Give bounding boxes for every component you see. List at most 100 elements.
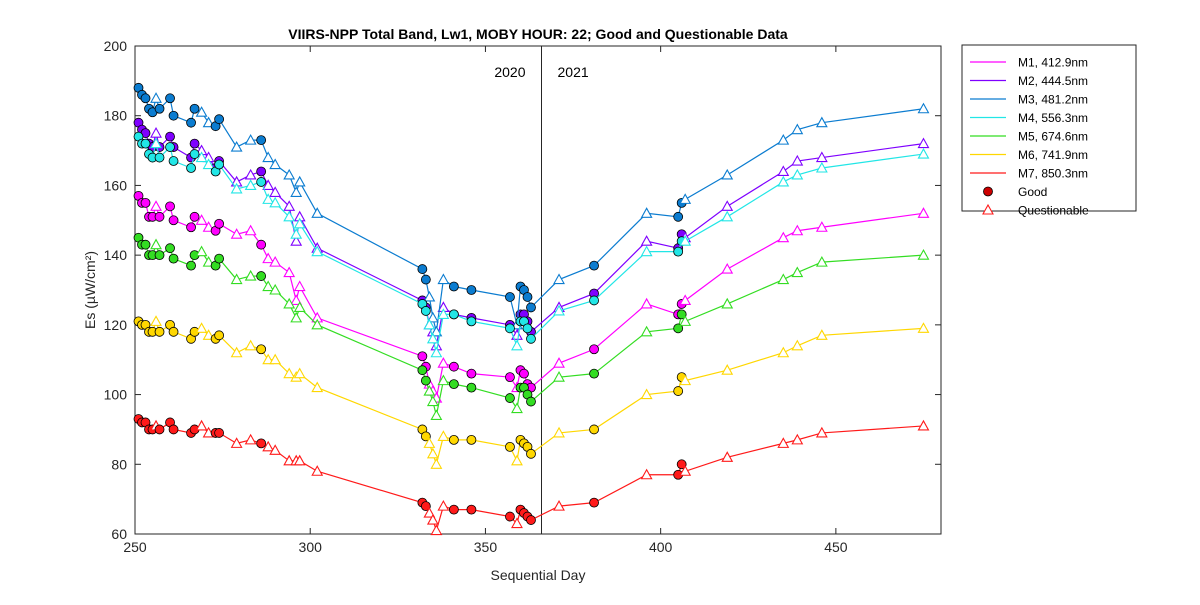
questionable-point [777,346,790,358]
questionable-point [553,304,565,316]
good-point [168,253,179,264]
good-point [589,260,599,271]
good-point [448,504,459,515]
questionable-point [290,186,303,197]
good-point [526,333,536,344]
questionable-point [262,280,275,292]
questionable-point [283,367,296,379]
good-point [420,431,431,442]
questionable-point [815,426,828,438]
questionable-point [293,301,306,312]
good-point [526,515,536,525]
questionable-point [195,214,208,225]
questionable-point [679,235,692,246]
legend-label: M2, 444.5nm [1018,74,1088,88]
questionable-point [721,262,734,274]
good-point [673,246,684,257]
good-point [505,441,515,452]
questionable-point [426,513,439,525]
questionable-point [791,123,804,135]
y-tick-label: 80 [111,456,127,472]
questionable-point [815,116,828,128]
questionable-point [423,506,436,518]
legend-label: M1, 412.9nm [1018,56,1088,70]
questionable-point [430,325,443,337]
questionable-point [640,468,653,480]
good-point [186,117,196,128]
questionable-point [777,175,790,187]
good-point [526,302,536,313]
questionable-point [269,255,282,267]
series-3 [133,82,930,337]
series-4 [133,131,930,358]
questionable-point [423,384,436,396]
good-point [165,201,175,212]
good-point [505,372,515,383]
x-tick-label: 250 [123,539,147,555]
good-point [417,351,428,362]
questionable-point [815,221,828,232]
questionable-point [553,426,565,438]
good-point [140,197,151,208]
questionable-point [150,238,162,250]
questionable-point [283,297,296,309]
questionable-point [640,207,653,218]
good-point [140,239,151,250]
questionable-point [150,127,162,138]
questionable-point [791,266,804,278]
good-point [140,138,151,149]
good-point [589,295,599,306]
year-label-2021: 2021 [558,64,589,80]
good-point [214,428,225,438]
questionable-point [917,102,930,114]
good-point [589,497,599,508]
plot-area [134,45,942,535]
questionable-point [791,433,804,445]
questionable-point [640,245,653,257]
x-tick-label: 300 [299,539,323,555]
good-point [186,222,196,233]
good-point [466,504,477,515]
questionable-point [815,151,828,163]
questionable-point [290,235,303,246]
good-point [154,326,165,337]
good-point [448,281,459,292]
good-point [154,424,165,435]
good-point [165,243,175,254]
good-point [505,323,515,334]
questionable-point [511,402,523,414]
good-point [214,114,225,125]
questionable-point [293,280,306,292]
good-point [417,365,428,376]
questionable-point [283,168,296,180]
good-point [466,316,477,327]
good-point [256,135,267,146]
questionable-point [293,367,306,379]
chart-title: VIIRS-NPP Total Band, Lw1, MOBY HOUR: 22… [288,26,788,42]
questionable-point [917,322,930,333]
questionable-point [244,168,257,180]
questionable-point [230,437,243,448]
questionable-point [511,454,523,466]
good-point [526,396,536,407]
questionable-point [269,353,282,365]
legend: M1, 412.9nm M2, 444.5nm M3, 481.2nm M4, 556… [961,44,1137,218]
x-tick-label: 350 [474,539,498,555]
good-point [256,344,267,355]
questionable-point [437,273,450,285]
questionable-point [269,444,282,455]
y-tick-label: 140 [104,247,128,263]
questionable-point [230,140,243,152]
y-tick-label: 200 [104,38,128,54]
questionable-point [430,458,443,469]
series-6 [133,315,930,469]
questionable-point [679,315,692,326]
questionable-point [311,207,324,218]
questionable-point [917,207,930,218]
questionable-point [511,329,523,340]
questionable-point [777,133,790,145]
questionable-point [721,364,734,375]
questionable-point [777,231,790,243]
questionable-point [150,200,162,211]
